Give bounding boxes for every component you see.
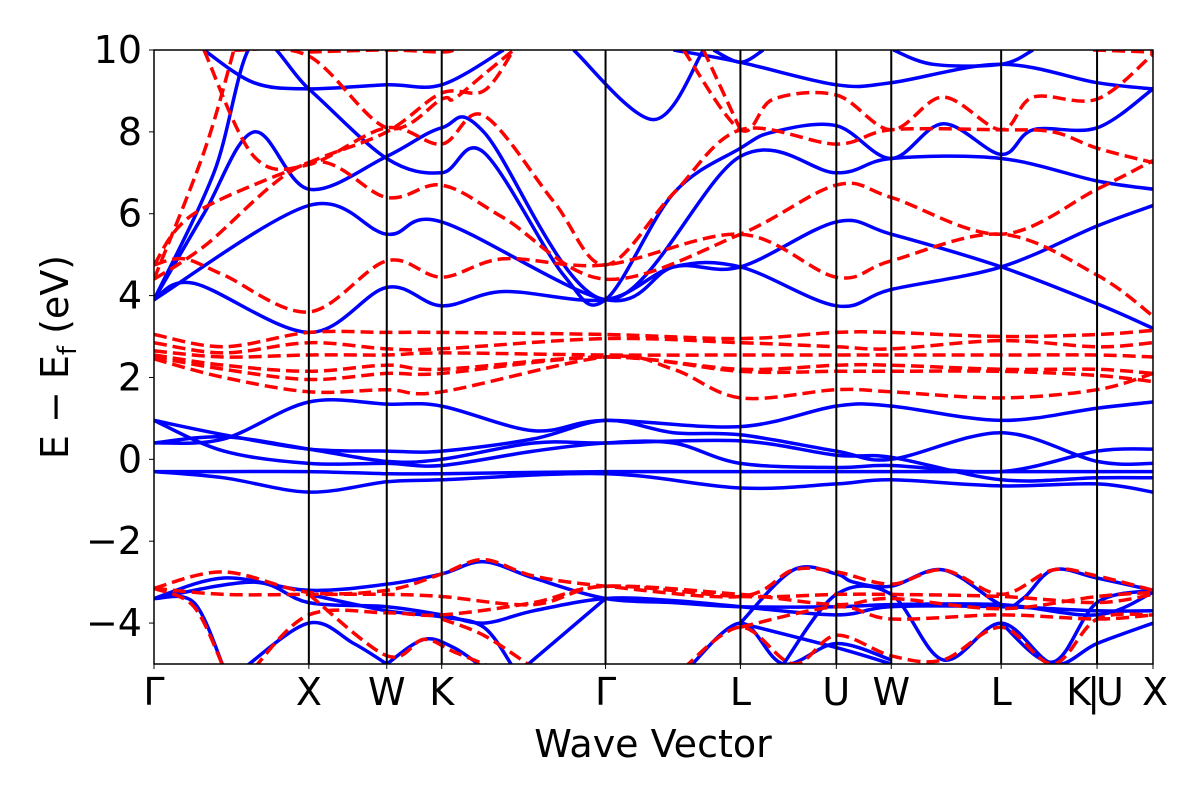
- spin-down-band-10: [154, 328, 1153, 349]
- spin-up-band-14: [712, 50, 765, 65]
- spin-up-band-10: [202, 50, 505, 91]
- x-tick-label: W: [872, 670, 910, 714]
- spin-up-band-22: [690, 621, 892, 664]
- y-tick-label: 2: [118, 355, 142, 399]
- x-tick-label: W: [368, 670, 406, 714]
- plot-frame: [153, 49, 1154, 665]
- spin-up-band-16: [246, 620, 388, 664]
- spin-down-band-2: [154, 50, 516, 266]
- kpoint-lines: [307, 50, 1099, 664]
- spin-up-band-1: [154, 469, 1153, 494]
- x-tick-label: Γ: [143, 670, 164, 714]
- y-tick-label: 0: [118, 437, 142, 481]
- x-tick-label: Γ: [595, 670, 616, 714]
- y-tick-label: 6: [118, 192, 142, 236]
- series-spin-down: [154, 50, 1153, 664]
- spin-down-band-15: [154, 354, 1153, 401]
- bands-layer: [154, 50, 1153, 664]
- spin-up-band-9: [154, 50, 1153, 307]
- spin-down-band-13: [154, 353, 1153, 376]
- spin-down-band-20: [307, 593, 489, 664]
- x-axis-ticks: Γ X W K Γ L U W L K|U X: [143, 664, 1168, 715]
- y-axis-label-main: E − E: [33, 355, 77, 459]
- y-tick-label: 4: [118, 274, 142, 318]
- spin-up-band-12: [673, 50, 1153, 91]
- y-tick-label: 10: [94, 28, 142, 72]
- y-axis-label-sub: f: [53, 345, 83, 355]
- x-tick-label: U: [822, 670, 850, 714]
- y-tick-label: 8: [118, 110, 142, 154]
- spin-up-band-15: [154, 594, 225, 664]
- spin-down-band-5: [233, 50, 515, 131]
- spin-down-band-3: [154, 50, 236, 280]
- spin-down-band-0: [154, 232, 1153, 318]
- spin-up-band-26: [1000, 588, 1153, 664]
- y-tick-label: −4: [86, 601, 142, 645]
- spin-down-band-14: [154, 355, 1153, 384]
- spin-down-band-8: [701, 50, 742, 131]
- y-axis-label: E − Ef (eV): [33, 255, 83, 459]
- x-tick-label: X: [1142, 670, 1168, 714]
- spin-down-band-21: [441, 617, 531, 664]
- spin-down-band-16: [154, 557, 1153, 599]
- spin-down-band-6: [682, 50, 1153, 133]
- x-tick-label: L: [991, 670, 1012, 714]
- y-axis-label-unit: (eV): [33, 255, 77, 346]
- x-tick-label: K: [429, 670, 455, 714]
- spin-up-band-5: [154, 434, 1153, 483]
- y-axis-ticks: −4 −2 0 2 4 6 8 10: [86, 28, 154, 645]
- spin-down-band-22: [685, 612, 1153, 664]
- x-tick-label: L: [730, 670, 751, 714]
- x-axis-label: Wave Vector: [534, 722, 772, 766]
- spin-up-band-2: [154, 398, 1153, 445]
- y-tick-label: −2: [86, 519, 142, 563]
- spin-down-band-7: [308, 50, 455, 54]
- spin-down-band-18: [154, 586, 224, 664]
- x-tick-label: X: [296, 670, 322, 714]
- spin-up-band-11: [572, 50, 705, 122]
- x-tick-label: K|U: [1066, 670, 1121, 715]
- spin-down-band-11: [154, 336, 1153, 355]
- spin-down-band-12: [154, 349, 1153, 359]
- spin-up-band-13: [892, 50, 1034, 68]
